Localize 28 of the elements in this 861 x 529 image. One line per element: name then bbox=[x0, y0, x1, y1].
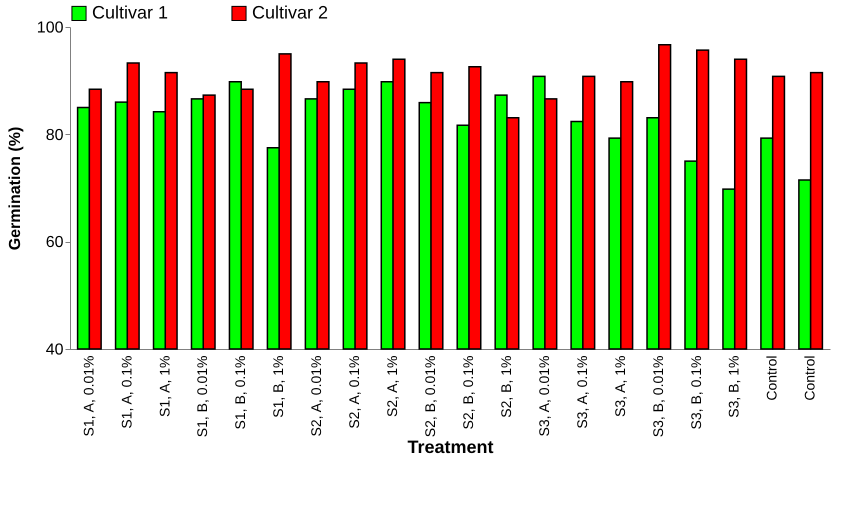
x-tick-label: S1, B, 0.1% bbox=[232, 356, 248, 430]
x-tick-label: S1, A, 1% bbox=[156, 356, 172, 417]
x-tick-label: S2, B, 1% bbox=[498, 356, 514, 418]
x-tick-label: S2, A, 0.1% bbox=[346, 356, 362, 429]
x-tick-label: S3, A, 0.01% bbox=[536, 356, 552, 436]
y-axis-title: Germination (%) bbox=[6, 126, 24, 250]
x-tick-label: Control bbox=[764, 356, 780, 401]
legend-label: Cultivar 1 bbox=[92, 2, 168, 22]
y-tick-label: 40 bbox=[46, 342, 64, 358]
x-tick-label: S3, B, 0.01% bbox=[650, 356, 666, 438]
y-tick-label: 80 bbox=[46, 126, 64, 144]
x-tick-label: S1, A, 0.1% bbox=[118, 356, 134, 429]
x-tick-label: S1, B, 1% bbox=[270, 356, 286, 418]
x-tick-label: S3, B, 1% bbox=[726, 356, 742, 418]
y-tick-label: 60 bbox=[46, 234, 64, 252]
legend-label: Cultivar 2 bbox=[252, 2, 328, 22]
x-tick-label: S2, A, 1% bbox=[384, 356, 400, 417]
x-axis-title: Treatment bbox=[407, 437, 494, 458]
x-tick-label: S1, A, 0.01% bbox=[80, 356, 96, 436]
x-tick-label: S2, A, 0.01% bbox=[308, 356, 324, 436]
x-tick-label: S2, B, 0.1% bbox=[460, 356, 476, 430]
x-tick-label: S3, A, 1% bbox=[612, 356, 628, 417]
x-tick-label: S2, B, 0.01% bbox=[422, 356, 438, 438]
x-tick-label: S1, B, 0.01% bbox=[194, 356, 210, 438]
y-tick-label: 100 bbox=[36, 20, 64, 36]
x-tick-label: S3, A, 0.1% bbox=[574, 356, 590, 429]
x-tick-label: Control bbox=[802, 356, 818, 401]
x-tick-label: S3, B, 0.1% bbox=[688, 356, 704, 430]
